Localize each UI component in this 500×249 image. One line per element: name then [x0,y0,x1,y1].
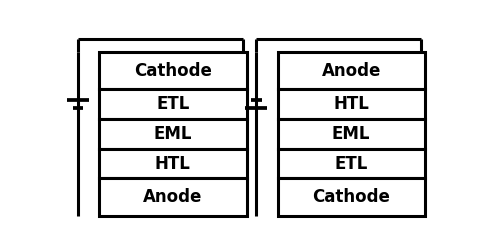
Bar [100,119,246,149]
Bar [278,52,425,89]
Text: Cathode: Cathode [134,62,212,80]
Text: EML: EML [154,125,192,143]
Text: ETL: ETL [334,155,368,173]
Bar [100,89,246,119]
Bar [278,149,425,179]
Bar [100,149,246,179]
Text: HTL: HTL [334,95,369,113]
Text: Anode: Anode [322,62,381,80]
Text: Anode: Anode [144,188,203,206]
Bar [278,119,425,149]
Text: ETL: ETL [156,95,190,113]
Bar [278,179,425,216]
Bar [278,89,425,119]
Bar [100,179,246,216]
Text: Cathode: Cathode [312,188,390,206]
Text: HTL: HTL [155,155,191,173]
Text: EML: EML [332,125,370,143]
Bar [100,52,246,89]
